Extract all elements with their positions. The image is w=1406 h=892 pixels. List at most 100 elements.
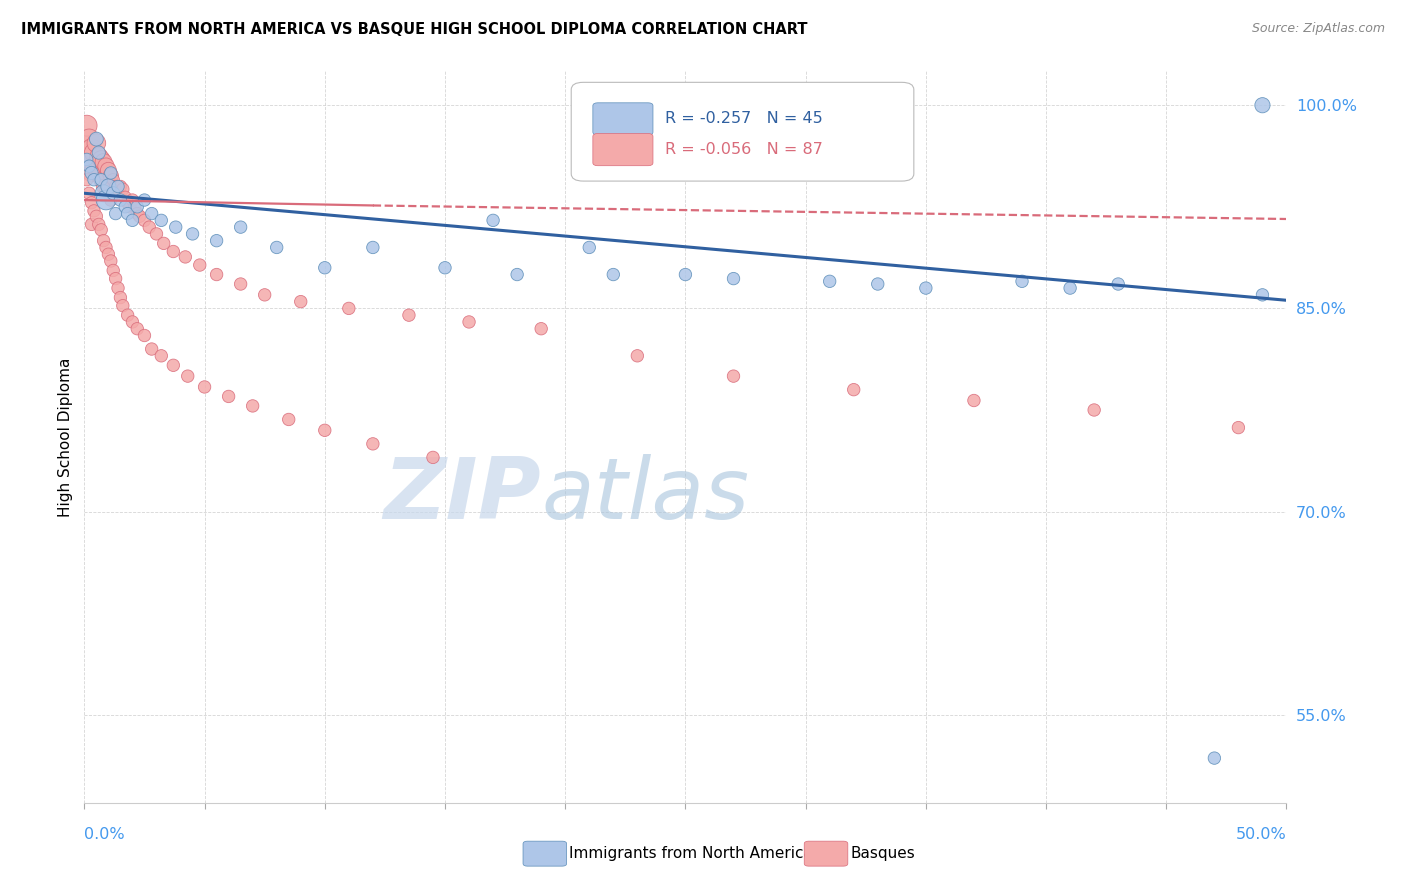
Point xyxy=(266,240,288,254)
Point xyxy=(80,195,103,210)
Point xyxy=(458,315,481,329)
Point xyxy=(76,172,98,186)
Point xyxy=(1251,98,1274,112)
Point xyxy=(314,423,336,437)
Point xyxy=(87,169,110,183)
Point xyxy=(602,268,624,282)
Point xyxy=(87,150,110,164)
Point xyxy=(114,190,136,204)
FancyBboxPatch shape xyxy=(571,82,914,181)
Point xyxy=(337,301,360,316)
Point xyxy=(111,182,134,196)
Point xyxy=(117,308,139,322)
Point xyxy=(205,268,228,282)
Point xyxy=(104,206,127,220)
Point xyxy=(1227,420,1250,434)
Y-axis label: High School Diploma: High School Diploma xyxy=(58,358,73,516)
Point xyxy=(114,200,136,214)
Point xyxy=(97,179,120,194)
Text: ZIP: ZIP xyxy=(384,454,541,537)
Point xyxy=(361,240,384,254)
Point xyxy=(434,260,457,275)
Point xyxy=(626,349,648,363)
Point xyxy=(110,291,132,305)
Point xyxy=(398,308,420,322)
Point xyxy=(229,220,252,235)
Point xyxy=(77,132,100,146)
Point xyxy=(314,260,336,275)
Text: R = -0.257   N = 45: R = -0.257 N = 45 xyxy=(665,112,823,127)
Point xyxy=(361,437,384,451)
Point xyxy=(866,277,889,291)
Point xyxy=(107,186,129,201)
Point xyxy=(138,220,160,235)
Point xyxy=(482,213,505,227)
Text: R = -0.056   N = 87: R = -0.056 N = 87 xyxy=(665,142,823,157)
Point xyxy=(1107,277,1129,291)
Point xyxy=(90,172,112,186)
Point xyxy=(111,299,134,313)
Text: Basques: Basques xyxy=(851,847,915,861)
Point xyxy=(90,153,112,167)
Point xyxy=(117,195,139,210)
Point xyxy=(165,220,187,235)
Point xyxy=(100,254,122,268)
Point xyxy=(103,263,125,277)
Point xyxy=(80,218,103,232)
Point xyxy=(97,186,120,201)
Point xyxy=(97,247,120,261)
Point xyxy=(100,166,122,180)
Point xyxy=(290,294,312,309)
Point xyxy=(162,244,184,259)
Point xyxy=(963,393,986,408)
Point xyxy=(94,159,117,173)
Point xyxy=(124,200,146,214)
Point xyxy=(675,268,697,282)
Point xyxy=(253,288,276,302)
Point xyxy=(134,213,156,227)
Point xyxy=(117,206,139,220)
Point xyxy=(128,209,150,223)
Point xyxy=(177,369,200,384)
Point xyxy=(83,145,105,160)
Point xyxy=(83,159,105,173)
Text: IMMIGRANTS FROM NORTH AMERICA VS BASQUE HIGH SCHOOL DIPLOMA CORRELATION CHART: IMMIGRANTS FROM NORTH AMERICA VS BASQUE … xyxy=(21,22,807,37)
Point xyxy=(86,136,108,150)
Point xyxy=(110,179,132,194)
Point xyxy=(87,218,110,232)
Point xyxy=(218,389,240,403)
Point xyxy=(1204,751,1226,765)
Point xyxy=(277,412,299,426)
Text: atlas: atlas xyxy=(541,454,749,537)
Point xyxy=(103,172,125,186)
Point xyxy=(530,322,553,336)
Point xyxy=(77,186,100,201)
Point xyxy=(127,200,149,214)
Point xyxy=(162,359,184,373)
FancyBboxPatch shape xyxy=(593,134,652,166)
Point xyxy=(141,206,163,220)
Point xyxy=(94,193,117,207)
Point xyxy=(100,193,122,207)
Point xyxy=(110,193,132,207)
Text: 50.0%: 50.0% xyxy=(1236,827,1286,841)
Point xyxy=(107,281,129,295)
Point xyxy=(104,179,127,194)
Point xyxy=(76,139,98,153)
Point xyxy=(141,342,163,356)
Point xyxy=(205,234,228,248)
Point xyxy=(107,179,129,194)
Point xyxy=(150,349,173,363)
Point xyxy=(93,155,115,169)
Point xyxy=(152,236,174,251)
Point xyxy=(77,153,100,167)
Text: Source: ZipAtlas.com: Source: ZipAtlas.com xyxy=(1251,22,1385,36)
Point xyxy=(77,159,100,173)
Text: 0.0%: 0.0% xyxy=(84,827,125,841)
Point xyxy=(229,277,252,291)
Point xyxy=(97,163,120,178)
Point xyxy=(1251,288,1274,302)
Point xyxy=(578,240,600,254)
Point xyxy=(103,186,125,201)
Point xyxy=(83,172,105,186)
